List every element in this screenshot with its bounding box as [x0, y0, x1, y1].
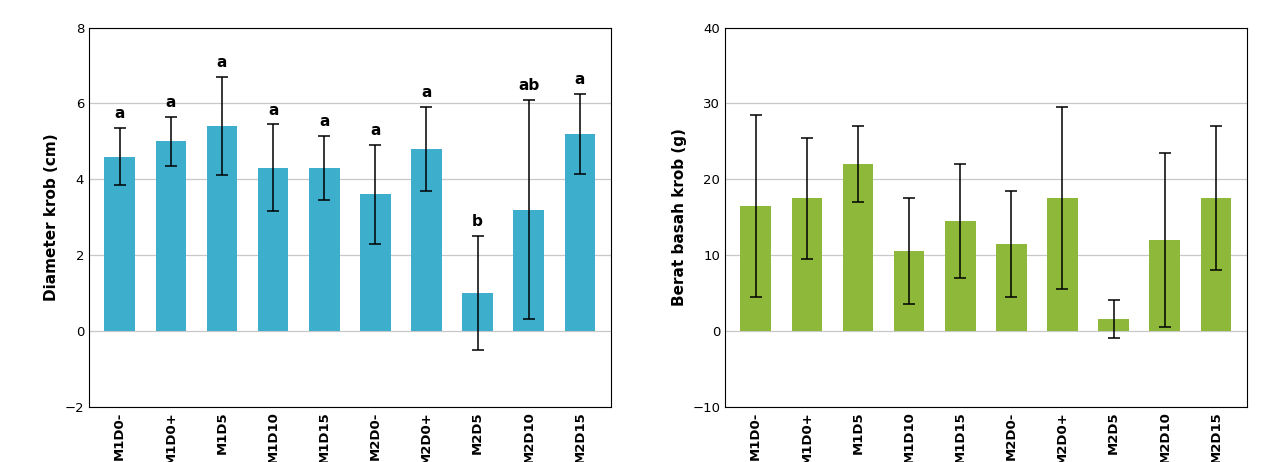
Text: b: b — [472, 214, 483, 229]
Y-axis label: Diameter krob (cm): Diameter krob (cm) — [45, 134, 59, 301]
Text: a: a — [216, 55, 228, 70]
Text: ab: ab — [518, 78, 539, 93]
Bar — [740, 206, 771, 331]
Text: a: a — [268, 103, 279, 117]
Bar — [514, 210, 544, 331]
Bar — [996, 243, 1027, 331]
Text: a: a — [575, 72, 585, 87]
Bar — [894, 251, 925, 331]
Bar — [206, 126, 238, 331]
Bar — [1201, 198, 1231, 331]
Bar — [1098, 319, 1130, 331]
Bar — [155, 141, 186, 331]
Text: a: a — [421, 85, 431, 100]
Bar — [565, 134, 595, 331]
Text: a: a — [114, 106, 125, 122]
Bar — [842, 164, 874, 331]
Y-axis label: Berat basah krob (g): Berat basah krob (g) — [672, 128, 687, 306]
Text: a: a — [319, 114, 329, 129]
Text: a: a — [165, 95, 176, 110]
Bar — [360, 195, 391, 331]
Text: a: a — [370, 123, 380, 138]
Bar — [945, 221, 976, 331]
Bar — [411, 149, 441, 331]
Bar — [309, 168, 340, 331]
Bar — [1047, 198, 1077, 331]
Bar — [791, 198, 822, 331]
Bar — [104, 157, 135, 331]
Bar — [1150, 240, 1180, 331]
Bar — [462, 293, 494, 331]
Bar — [258, 168, 289, 331]
